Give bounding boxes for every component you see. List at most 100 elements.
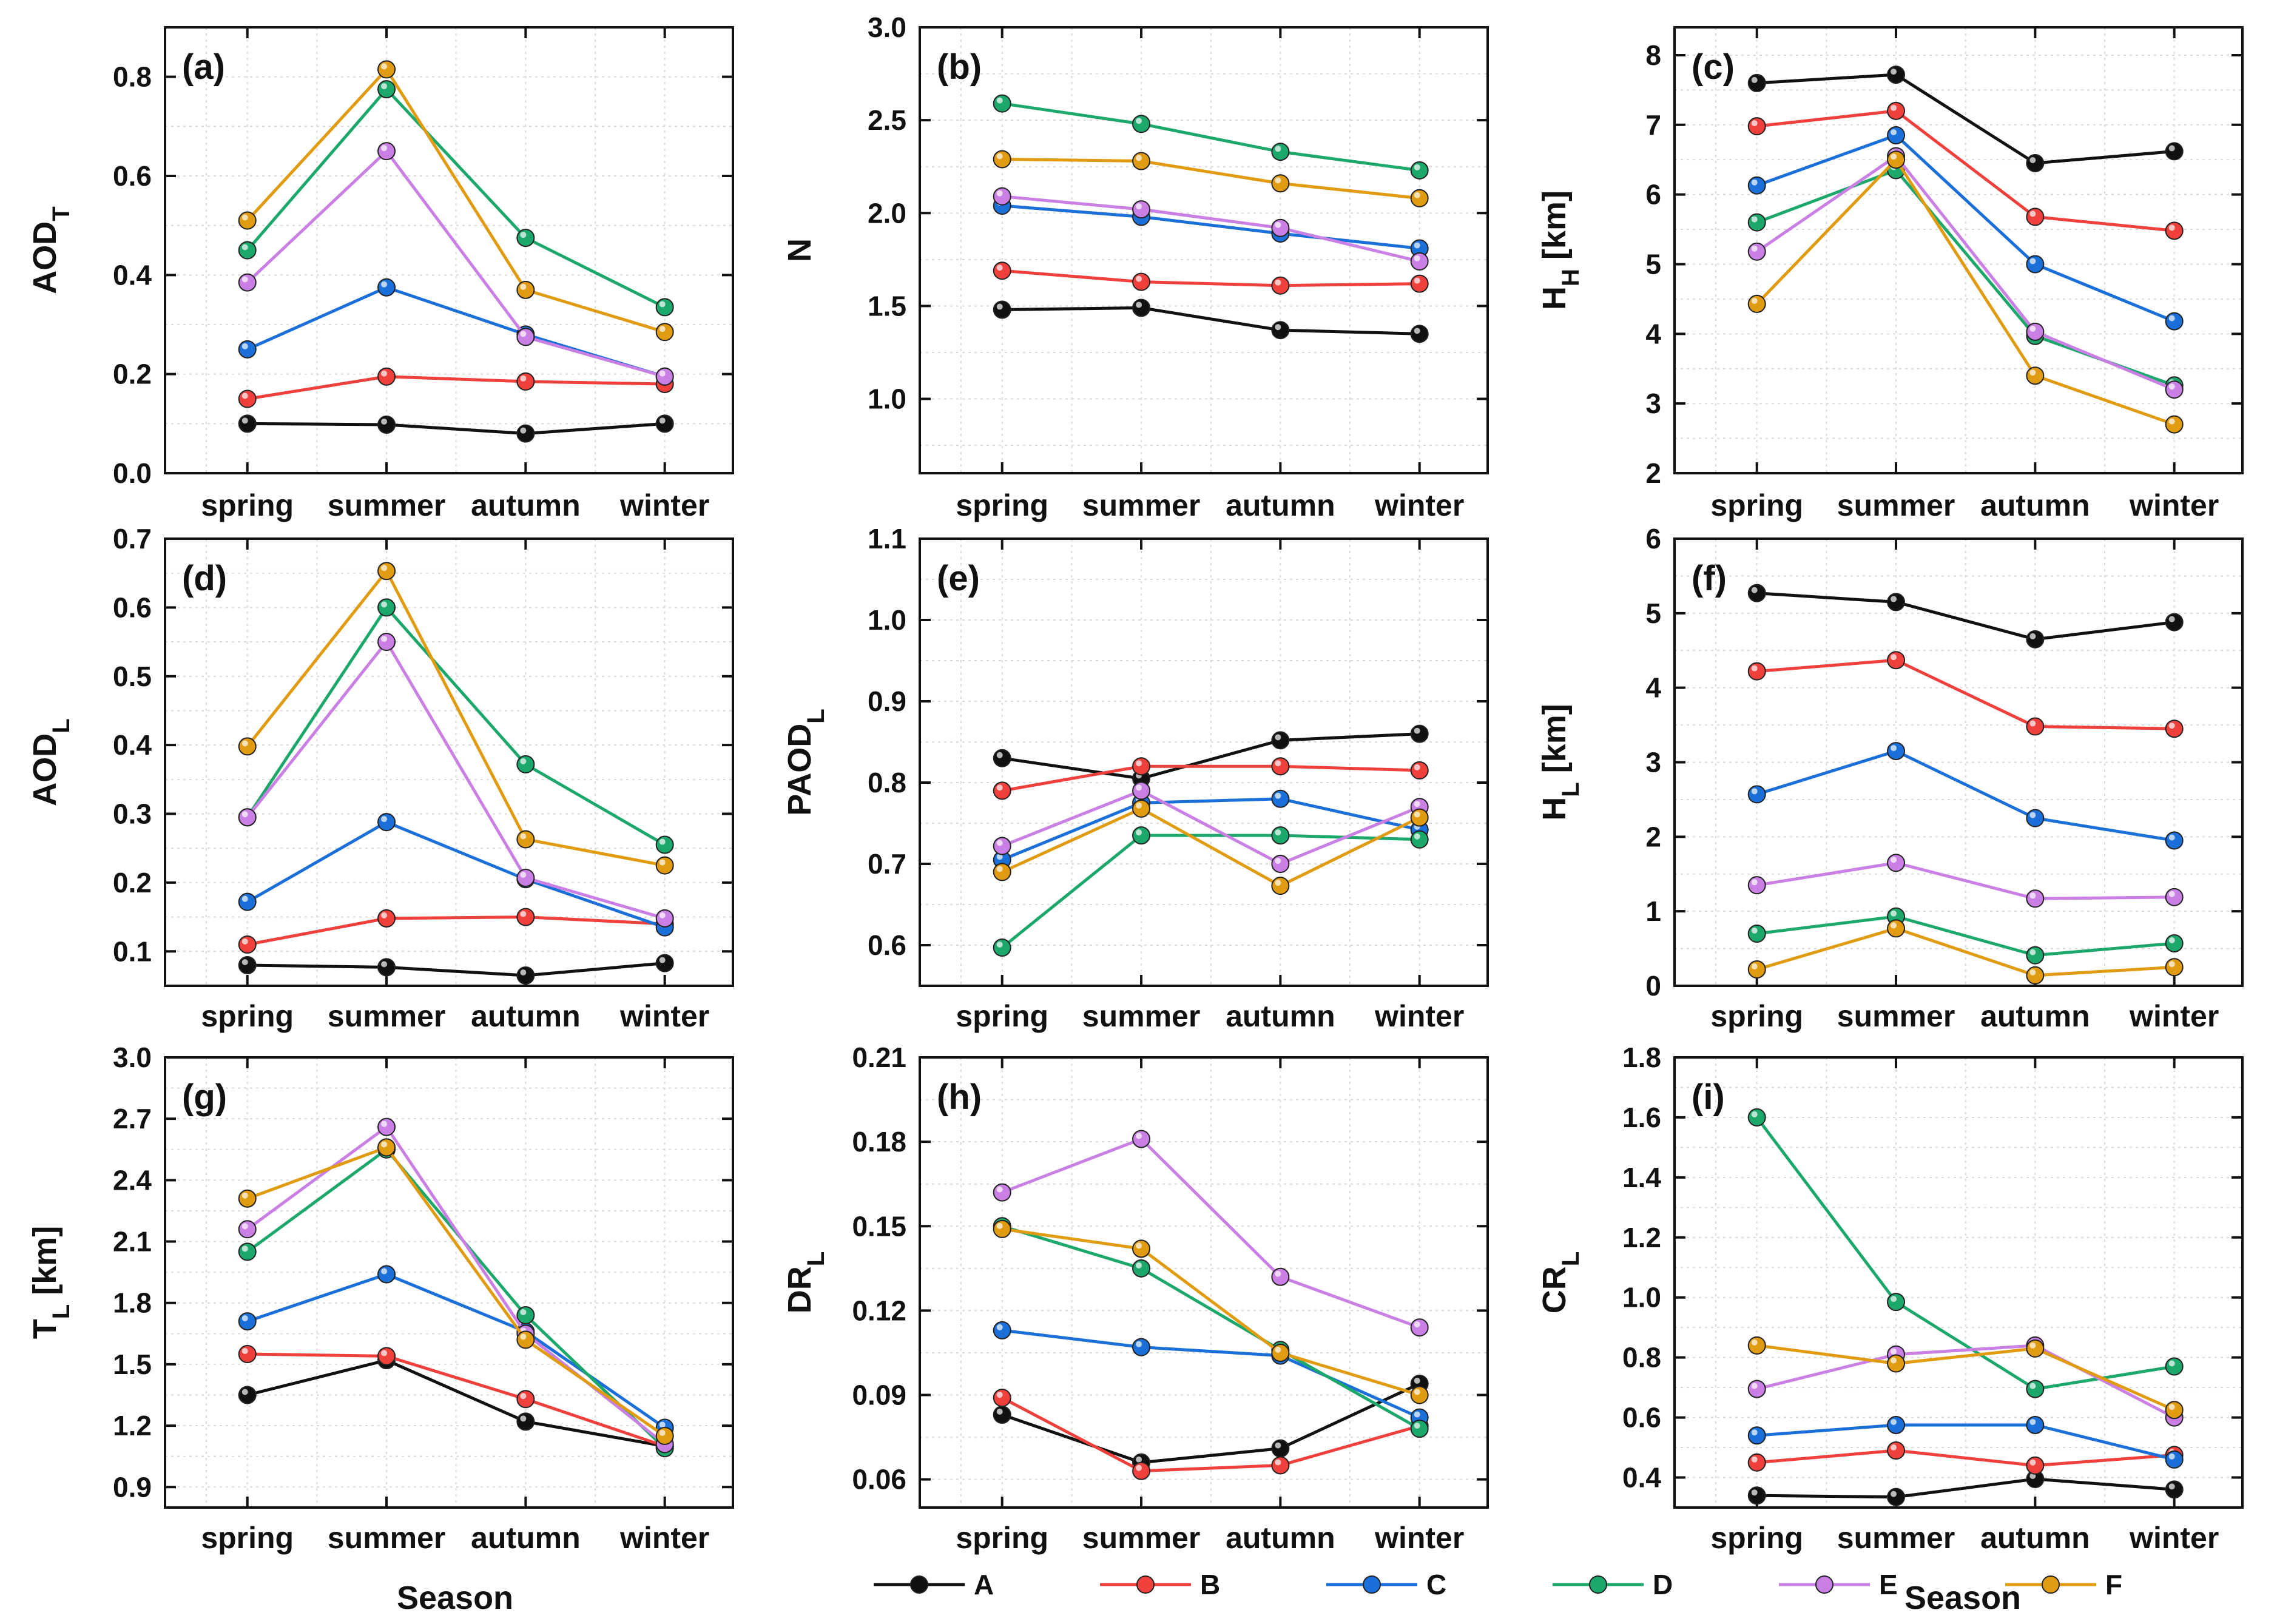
data-point <box>2165 719 2184 738</box>
panel-5-y-label: PAODL <box>781 709 829 815</box>
series-line <box>1001 797 1420 861</box>
y-tick-label: 6 <box>1645 179 1661 211</box>
data-point <box>238 273 257 292</box>
data-point-highlight <box>2029 892 2036 899</box>
data-point <box>2165 831 2184 850</box>
panel-6-series-F <box>1747 919 2184 985</box>
panel-2-y-axis: 1.0 1.5 2.0 2.5 3.0 <box>868 12 1488 415</box>
y-tick-label: 1.0 <box>1622 1282 1661 1313</box>
y-tick-label: 0.06 <box>852 1464 906 1495</box>
y-tick-label: 1.8 <box>113 1287 152 1319</box>
data-point-highlight <box>2168 1483 2175 1490</box>
y-tick-label: 1.0 <box>868 383 906 415</box>
data-point-highlight <box>1891 69 1897 75</box>
data-point-highlight <box>520 331 527 337</box>
y-tick-label: 0.8 <box>113 61 152 93</box>
data-point <box>1747 1453 1766 1472</box>
data-point <box>516 1306 535 1324</box>
data-point-highlight <box>2029 1342 2036 1349</box>
panel-1-series-A <box>238 414 674 443</box>
data-point <box>1747 1108 1766 1127</box>
data-point <box>2165 221 2184 240</box>
series-line <box>246 67 666 334</box>
data-point <box>1410 1420 1429 1438</box>
data-point <box>377 633 396 652</box>
data-point-highlight <box>1414 764 1420 770</box>
data-point-highlight <box>1891 1418 1897 1425</box>
data-point <box>1747 925 1766 943</box>
x-tick-label: summer <box>1837 1521 1955 1555</box>
data-point-highlight <box>1136 275 1142 282</box>
data-point-highlight <box>996 303 1003 310</box>
panel-5-series-E <box>993 781 1429 873</box>
data-point-highlight <box>381 83 388 90</box>
data-point-highlight <box>1751 216 1758 223</box>
data-point <box>655 835 674 854</box>
data-point-highlight <box>381 816 388 823</box>
data-point-highlight <box>520 1393 527 1400</box>
panel-1-x-axis: spring summer autumn winter <box>201 27 709 522</box>
panel-6-series-D <box>1747 907 2184 965</box>
data-point <box>2026 1456 2045 1475</box>
y-label-main: CR <box>1536 1266 1573 1313</box>
data-point <box>1271 218 1290 237</box>
x-tick-label: spring <box>1710 488 1803 522</box>
data-point-highlight <box>2168 891 2175 897</box>
data-point <box>238 414 257 433</box>
data-point-highlight <box>659 1421 666 1428</box>
y-tick-label: 3.0 <box>868 12 906 43</box>
panel-3-series-B <box>1747 101 2184 240</box>
x-tick-label: spring <box>201 488 294 522</box>
y-tick-label: 2.0 <box>868 197 906 229</box>
series-line <box>1001 834 1420 949</box>
series-line <box>246 1145 666 1438</box>
x-axis-title-right: Season <box>1904 1580 2021 1616</box>
data-point-highlight <box>520 1309 527 1315</box>
y-label-subscript: L <box>48 1304 75 1319</box>
data-point <box>1271 877 1290 895</box>
y-tick-label: 7 <box>1645 109 1661 141</box>
x-tick-label: autumn <box>471 488 581 522</box>
data-point <box>1132 757 1151 776</box>
panel-6-series-A <box>1747 584 2184 649</box>
data-point <box>1747 242 1766 261</box>
y-label-main: H <box>1536 797 1573 821</box>
data-point-highlight <box>1891 1357 1897 1364</box>
data-point-highlight <box>1751 1339 1758 1346</box>
data-point <box>1747 960 1766 979</box>
data-point-highlight <box>381 370 388 377</box>
x-tick-label: spring <box>956 1521 1048 1555</box>
data-point <box>377 958 396 977</box>
y-tick-label: 0.21 <box>852 1042 906 1073</box>
data-point <box>993 261 1011 280</box>
data-point-highlight <box>241 740 248 747</box>
panel-9-series-C <box>1747 1415 2184 1469</box>
panel-6-y-axis: 0 1 2 3 4 5 6 <box>1645 523 2242 1002</box>
data-point-highlight <box>996 1392 1003 1398</box>
panel-8-tag: (h) <box>937 1077 982 1117</box>
data-point <box>1887 1441 1906 1460</box>
panel-4-y-axis: 0.1 0.2 0.3 0.4 0.5 0.6 0.7 <box>113 523 733 967</box>
data-point <box>993 300 1011 319</box>
data-point-highlight <box>381 63 388 70</box>
chart-panels: 0.0 0.2 0.4 0.6 0.8 spring summer autumn winter A… <box>27 12 2244 1555</box>
x-tick-label: summer <box>1837 999 1955 1033</box>
legend-label: A <box>974 1569 994 1600</box>
y-tick-label: 2 <box>1645 821 1661 852</box>
y-tick-label: 1.5 <box>113 1349 152 1380</box>
panel-9-series-F <box>1747 1336 2184 1420</box>
data-point <box>377 813 396 832</box>
data-point-highlight <box>1751 665 1758 672</box>
series-line <box>1002 269 1420 288</box>
data-point-highlight <box>1275 177 1281 184</box>
data-point <box>1132 115 1151 133</box>
data-point <box>655 323 674 342</box>
series-line <box>246 568 666 868</box>
data-point <box>1410 189 1429 207</box>
data-point-highlight <box>1275 880 1281 886</box>
x-tick-label: winter <box>2129 488 2219 522</box>
series-line <box>1756 1477 2174 1499</box>
panel-2-series-D <box>993 94 1429 180</box>
data-point-highlight <box>2168 418 2175 425</box>
y-tick-label: 2.5 <box>868 104 906 136</box>
